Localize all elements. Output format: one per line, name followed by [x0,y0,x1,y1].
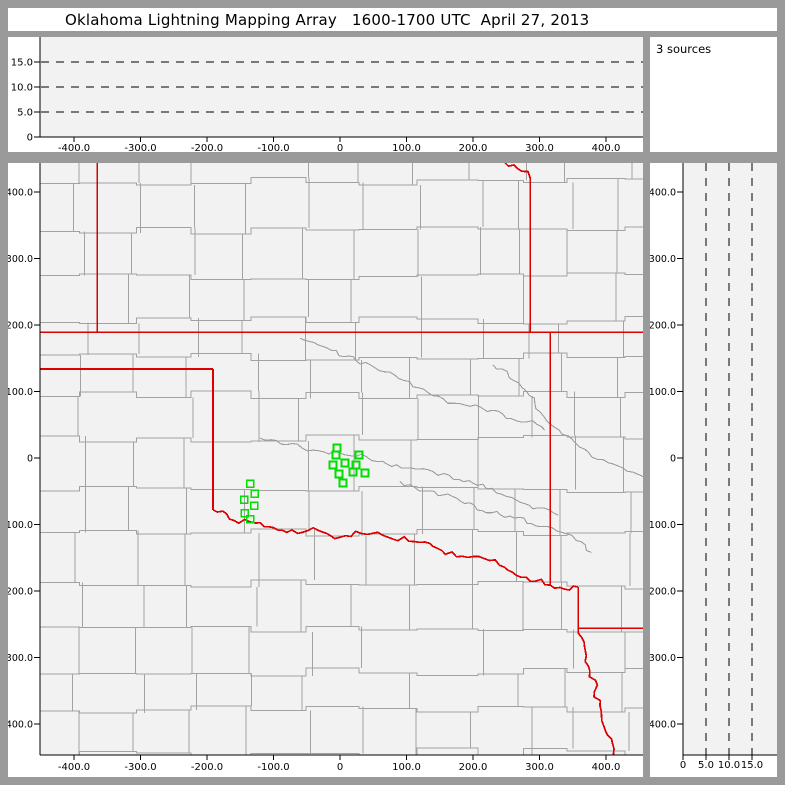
svg-text:-100.0: -100.0 [257,762,289,773]
svg-text:-300.0: -300.0 [8,653,33,664]
svg-text:400.0: 400.0 [650,188,676,199]
svg-text:0: 0 [337,143,343,152]
title-bar: Oklahoma Lightning Mapping Array 1600-17… [8,8,777,31]
svg-text:0: 0 [670,454,676,465]
svg-text:400.0: 400.0 [592,143,621,152]
red-river-state-border [212,509,551,586]
tick-labels: 400.0 300.0 200.0 100.0 0 -100.0 -200.0 -300.0 -… [650,188,763,772]
lightning-source-marker [334,469,344,479]
svg-text:-300.0: -300.0 [650,653,676,664]
svg-text:300.0: 300.0 [525,143,554,152]
sources-count-label: 3 sources [656,42,712,56]
svg-text:300.0: 300.0 [650,254,676,265]
canadian-river-river-line [259,437,559,516]
svg-text:-200.0: -200.0 [191,762,223,773]
cimarron-river-river-line [299,337,546,431]
svg-text:100.0: 100.0 [392,762,421,773]
lightning-source-marker [250,489,260,499]
svg-text:-400.0: -400.0 [8,720,33,731]
svg-text:200.0: 200.0 [8,321,33,332]
svg-text:100.0: 100.0 [392,143,421,152]
svg-text:-400.0: -400.0 [58,143,90,152]
svg-text:-100.0: -100.0 [8,520,33,531]
altitude-east-west-plot: 0 5.0 10.0 15.0 -400.0 -300.0 -200.0 -100.0 0 100… [11,37,643,153]
svg-text:300.0: 300.0 [525,762,554,773]
svg-text:-400.0: -400.0 [58,762,90,773]
svg-text:0: 0 [27,454,33,465]
washita-river-river-line [399,480,592,553]
lightning-source-marker [245,479,255,489]
svg-text:200.0: 200.0 [459,762,488,773]
svg-text:400.0: 400.0 [592,762,621,773]
axes [677,163,777,760]
lightning-source-marker [340,458,350,468]
svg-text:-200.0: -200.0 [650,587,676,598]
mo-ks-river-state-border [504,163,532,179]
arkansas-river-river-line [492,364,643,478]
svg-text:-300.0: -300.0 [124,143,156,152]
svg-text:-300.0: -300.0 [124,762,156,773]
tx-la-border-state-border [577,628,615,755]
lightning-source-marker [338,478,348,488]
svg-text:-200.0: -200.0 [191,143,223,152]
tick-labels: 0 5.0 10.0 15.0 -400.0 -300.0 -200.0 -100.0 0 100… [11,58,621,153]
svg-text:10.0: 10.0 [718,760,740,771]
svg-text:5.0: 5.0 [698,760,714,771]
svg-text:-400.0: -400.0 [650,720,676,731]
river-lines [259,337,643,553]
svg-text:100.0: 100.0 [8,387,33,398]
svg-text:0: 0 [27,133,33,144]
sources-count-panel: 3 sources [650,37,777,152]
lightning-source-markers [239,443,370,524]
svg-text:400.0: 400.0 [8,188,33,199]
lightning-source-marker [331,450,341,460]
svg-text:-200.0: -200.0 [8,587,33,598]
axes [34,163,643,760]
page-title: Oklahoma Lightning Mapping Array 1600-17… [65,10,590,29]
state-borders [40,163,643,755]
plan-view-map-panel: 400.0 300.0 200.0 100.0 0 -100.0 -200.0 -300.0 -… [8,163,643,777]
svg-text:15.0: 15.0 [11,58,33,69]
svg-text:15.0: 15.0 [741,760,763,771]
svg-text:200.0: 200.0 [650,321,676,332]
lightning-source-marker [245,514,255,524]
svg-text:100.0: 100.0 [650,387,676,398]
altitude-east-west-panel: 0 5.0 10.0 15.0 -400.0 -300.0 -200.0 -100.0 0 100… [8,37,643,152]
lightning-source-marker [249,501,259,511]
map-layers [40,163,643,755]
lightning-source-marker [239,495,249,505]
lightning-source-marker [328,460,338,470]
svg-text:-100.0: -100.0 [257,143,289,152]
svg-text:0: 0 [680,760,686,771]
altitude-north-south-plot: 400.0 300.0 200.0 100.0 0 -100.0 -200.0 -300.0 -… [650,163,777,772]
svg-text:5.0: 5.0 [17,108,33,119]
svg-text:300.0: 300.0 [8,254,33,265]
svg-text:10.0: 10.0 [11,83,33,94]
lightning-source-marker [354,450,364,460]
svg-text:200.0: 200.0 [459,143,488,152]
axes [34,37,643,142]
plan-view-map-plot: 400.0 300.0 200.0 100.0 0 -100.0 -200.0 -300.0 -… [8,163,643,774]
county-lines [40,163,643,755]
lightning-source-marker [348,467,358,477]
altitude-north-south-panel: 400.0 300.0 200.0 100.0 0 -100.0 -200.0 -300.0 -… [650,163,777,777]
lightning-source-marker [360,468,370,478]
lightning-source-marker [240,508,250,518]
svg-text:0: 0 [337,762,343,773]
svg-text:-100.0: -100.0 [650,520,676,531]
altitude-gridlines [41,61,643,113]
tick-labels: 400.0 300.0 200.0 100.0 0 -100.0 -200.0 -300.0 -… [8,188,620,774]
red-river-east-state-border [549,584,579,591]
